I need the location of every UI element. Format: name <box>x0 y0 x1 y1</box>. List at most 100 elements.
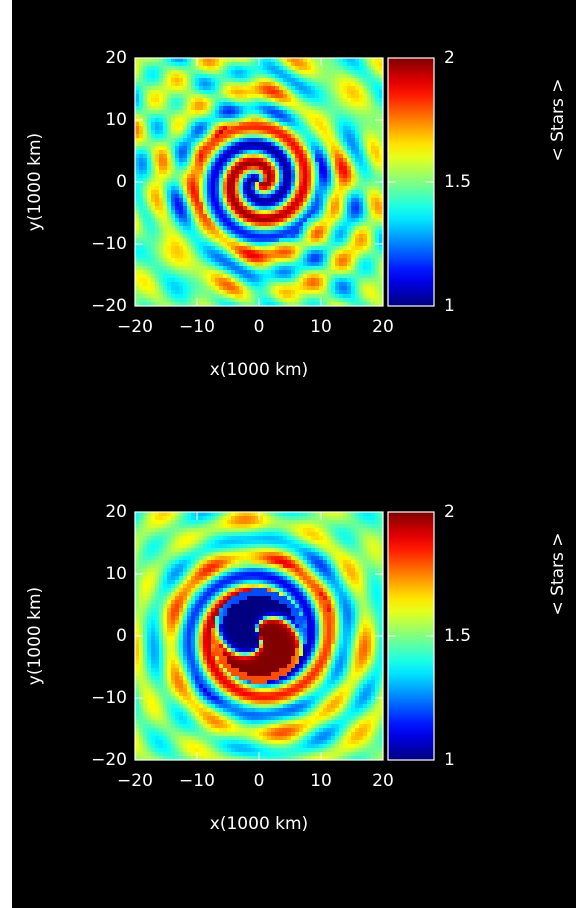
map-cell <box>303 238 308 243</box>
map-cell <box>263 74 268 79</box>
map-cell <box>215 130 220 135</box>
map-cell <box>315 210 320 215</box>
map-cell <box>147 190 152 195</box>
map-cell <box>267 190 272 195</box>
map-cell <box>307 86 312 91</box>
map-cell <box>315 66 320 71</box>
map-cell <box>167 82 172 87</box>
map-cell <box>259 218 264 223</box>
map-cell <box>191 580 196 585</box>
map-cell <box>151 294 156 299</box>
map-cell <box>215 182 220 187</box>
map-cell <box>231 62 236 67</box>
map-cell <box>203 66 208 71</box>
map-cell <box>239 298 244 303</box>
map-cell <box>307 206 312 211</box>
map-cell <box>331 198 336 203</box>
map-cell <box>187 214 192 219</box>
map-cell <box>159 218 164 223</box>
map-cell <box>291 254 296 259</box>
map-cell <box>371 246 376 251</box>
map-cell <box>195 266 200 271</box>
map-cell <box>147 576 152 581</box>
map-cell <box>147 198 152 203</box>
map-cell <box>187 704 192 709</box>
map-cell <box>179 628 184 633</box>
map-cell <box>267 78 272 83</box>
map-cell <box>339 282 344 287</box>
map-cell <box>187 82 192 87</box>
map-cell <box>267 86 272 91</box>
map-cell <box>195 664 200 669</box>
map-cell <box>367 194 372 199</box>
map-cell <box>335 222 340 227</box>
map-cell <box>311 238 316 243</box>
map-cell <box>239 242 244 247</box>
map-cell <box>171 752 176 757</box>
map-cell <box>347 210 352 215</box>
map-cell <box>347 62 352 67</box>
map-cell <box>159 624 164 629</box>
map-cell <box>151 234 156 239</box>
map-cell <box>315 294 320 299</box>
map-cell <box>319 190 324 195</box>
map-cell <box>307 246 312 251</box>
map-cell <box>315 282 320 287</box>
map-cell <box>139 548 144 553</box>
map-cell <box>255 186 260 191</box>
map-cell <box>319 130 324 135</box>
map-cell <box>327 86 332 91</box>
map-cell <box>279 110 284 115</box>
map-cell <box>211 286 216 291</box>
map-cell <box>171 74 176 79</box>
map-cell <box>363 206 368 211</box>
map-cell <box>151 716 156 721</box>
map-cell <box>155 118 160 123</box>
map-cell <box>163 222 168 227</box>
map-cell <box>167 516 172 521</box>
map-cell <box>247 194 252 199</box>
map-cell <box>283 134 288 139</box>
map-cell <box>343 102 348 107</box>
map-cell <box>203 174 208 179</box>
map-cell <box>267 274 272 279</box>
map-cell <box>139 540 144 545</box>
map-cell <box>339 242 344 247</box>
map-cell <box>259 166 264 171</box>
map-cell <box>171 182 176 187</box>
map-cell <box>299 210 304 215</box>
map-cell <box>279 62 284 67</box>
map-cell <box>195 294 200 299</box>
map-cell <box>235 274 240 279</box>
map-cell <box>191 756 196 761</box>
map-cell <box>291 202 296 207</box>
map-cell <box>363 62 368 67</box>
map-cell <box>135 608 140 613</box>
map-cell <box>267 238 272 243</box>
map-cell <box>355 158 360 163</box>
map-cell <box>279 58 284 63</box>
map-cell <box>239 274 244 279</box>
map-cell <box>287 234 292 239</box>
map-cell <box>183 162 188 167</box>
map-cell <box>207 98 212 103</box>
map-cell <box>207 102 212 107</box>
map-cell <box>195 660 200 665</box>
map-cell <box>139 190 144 195</box>
map-cell <box>151 74 156 79</box>
map-cell <box>167 720 172 725</box>
map-cell <box>311 82 316 87</box>
map-cell <box>175 720 180 725</box>
map-cell <box>155 548 160 553</box>
map-cell <box>191 214 196 219</box>
map-cell <box>243 234 248 239</box>
map-cell <box>327 66 332 71</box>
map-cell <box>191 86 196 91</box>
map-cell <box>291 206 296 211</box>
map-cell <box>363 222 368 227</box>
map-cell <box>167 596 172 601</box>
y-tick-label: 10 <box>105 110 127 130</box>
map-cell <box>307 286 312 291</box>
map-cell <box>303 150 308 155</box>
map-cell <box>163 684 168 689</box>
